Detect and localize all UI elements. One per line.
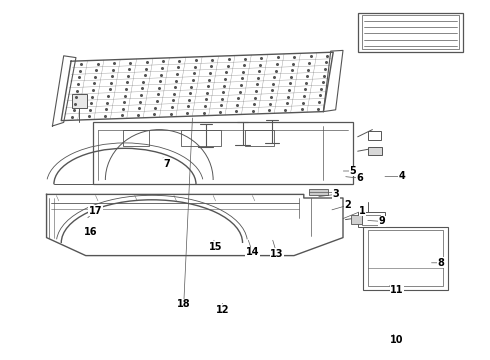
Text: 18: 18 [177,299,191,309]
Text: 16: 16 [84,227,98,237]
Text: 7: 7 [163,159,170,169]
Bar [368,147,382,155]
Bar [362,215,380,225]
Bar [122,130,149,146]
Text: 17: 17 [89,206,102,216]
Bar [181,130,221,146]
Text: 3: 3 [332,189,339,199]
Text: 11: 11 [390,285,404,295]
Text: 12: 12 [216,305,230,315]
Text: 13: 13 [270,249,284,259]
Text: 5: 5 [349,166,356,176]
Bar [362,15,459,49]
Text: 10: 10 [390,335,404,345]
Bar [351,215,362,224]
Bar [368,131,381,140]
Bar [368,230,443,286]
Bar [358,212,385,227]
Bar [309,189,328,195]
Text: 2: 2 [344,200,351,210]
Text: 9: 9 [379,216,386,226]
Bar [245,130,274,146]
Text: 4: 4 [398,171,405,181]
Bar [363,227,448,290]
Bar [72,94,87,108]
Text: 14: 14 [245,247,259,257]
Text: 6: 6 [357,173,364,183]
Bar [358,13,463,52]
Bar [93,122,353,184]
Text: 8: 8 [438,258,444,268]
Text: 15: 15 [209,242,222,252]
Text: 1: 1 [359,206,366,216]
